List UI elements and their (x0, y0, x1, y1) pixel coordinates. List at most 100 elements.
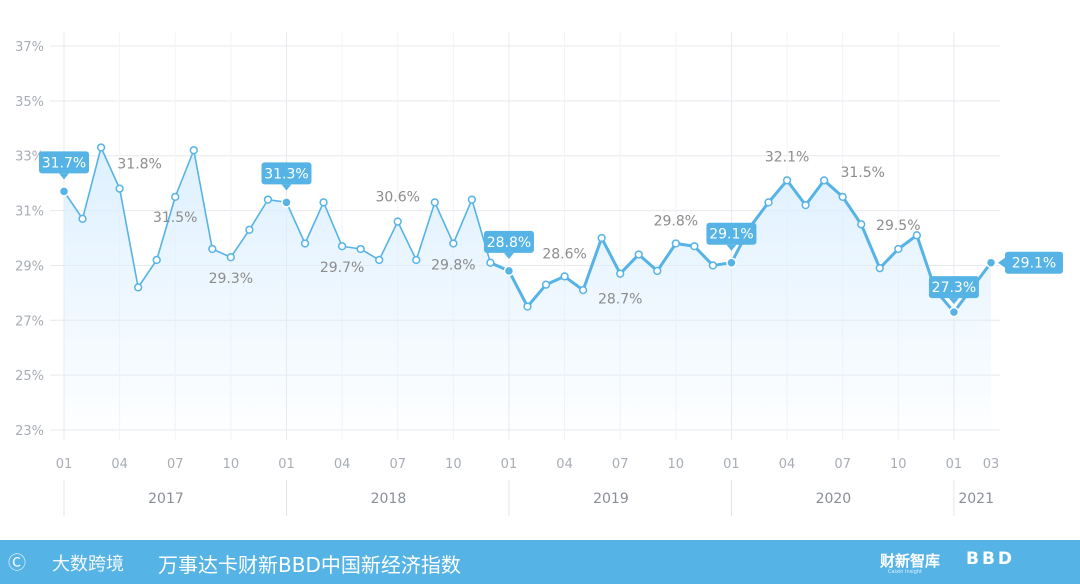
data-point (578, 285, 588, 295)
series-line-segment (81, 146, 102, 220)
callout-box (261, 162, 312, 185)
callout-label: 31.7% (39, 151, 89, 180)
callout-pointer (503, 252, 514, 259)
data-point (653, 266, 662, 276)
x-tick-label: 01 (278, 457, 295, 472)
data-point (690, 242, 699, 251)
series-line-segment (285, 201, 306, 245)
data-point-highlight (726, 257, 737, 268)
data-point (708, 261, 718, 270)
callout-text: 29.1% (1012, 256, 1056, 272)
data-point (838, 192, 847, 202)
data-point (263, 195, 273, 204)
data-point (134, 283, 143, 292)
x-tick-label: 01 (946, 457, 963, 472)
data-point (634, 250, 643, 259)
x-tick-label: 07 (389, 457, 406, 472)
series-line-segment (452, 198, 473, 245)
data-label: 29.5% (876, 218, 920, 234)
watermark-text: 大数跨境 (52, 554, 124, 575)
data-point (96, 143, 106, 152)
x-tick-label: 07 (167, 457, 184, 472)
data-point (819, 176, 829, 185)
series-line-segment (581, 236, 604, 292)
data-point (912, 231, 921, 240)
callout-box (706, 222, 757, 245)
callout-label: 27.3% (928, 276, 979, 305)
caixin-insight-sublabel: Caixin Insight (888, 569, 922, 575)
callout-box (928, 276, 979, 299)
callout-pointer (59, 173, 69, 180)
data-point (115, 184, 124, 193)
series-line-segment (767, 178, 789, 204)
data-point-highlight (985, 257, 997, 268)
data-point (226, 253, 236, 262)
callout-label: 29.1% (998, 251, 1063, 274)
callout-label: 28.8% (483, 230, 534, 259)
data-label: 31.5% (153, 210, 197, 226)
x-tick-label: 07 (834, 457, 851, 472)
data-label: 31.8% (117, 157, 161, 173)
footer-banner: Ⓒ 大数跨境 万事达卡财新BBD中国新经济指数 财新智库 Caixin Insi… (0, 540, 1080, 584)
callout-pointer (281, 184, 292, 191)
data-point (245, 225, 254, 234)
area-fill (64, 147, 991, 431)
y-tick-label: 33% (15, 150, 44, 165)
series-line-segment (804, 178, 826, 207)
callout-text: 28.8% (487, 235, 531, 251)
data-point-highlight (281, 197, 292, 208)
series-line-segment (155, 196, 177, 261)
data-point (875, 264, 884, 273)
callout-text: 27.3% (932, 280, 976, 296)
data-label: 31.5% (840, 165, 884, 181)
series-line-segment (692, 244, 715, 267)
data-point-highlight (948, 306, 960, 318)
x-tick-label: 10 (890, 457, 907, 472)
series-line-segment (526, 283, 548, 309)
data-point (319, 198, 328, 207)
caixin-insight-logo: 财新智库 (880, 552, 941, 570)
data-point (78, 214, 87, 223)
watermark-logo-icon: Ⓒ (8, 553, 26, 574)
data-point (597, 233, 606, 243)
data-label: 28.6% (542, 246, 586, 262)
bbd-logo: BBD (966, 549, 1016, 569)
footer-title: 万事达卡财新BBD中国新经济指数 (158, 553, 461, 577)
data-point (671, 239, 680, 248)
x-tick-label: 10 (445, 457, 462, 472)
x-tick-label: 10 (668, 457, 685, 472)
x-tick-label: 04 (556, 457, 573, 472)
series-line-segment (878, 247, 900, 270)
data-label: 30.6% (375, 190, 419, 206)
x-tick-label: 04 (334, 457, 351, 472)
callout-text: 31.7% (42, 155, 86, 171)
x-tick-label: 04 (779, 457, 796, 472)
y-tick-label: 25% (15, 369, 44, 384)
data-point (467, 195, 477, 204)
callout-text: 31.3% (264, 166, 308, 182)
data-point (616, 269, 625, 278)
series-line-segment (859, 222, 882, 270)
x-tick-label: 10 (223, 457, 240, 472)
data-point (560, 272, 569, 281)
year-label: 2021 (958, 491, 994, 507)
x-tick-label: 01 (501, 457, 518, 472)
callout-label: 29.1% (706, 222, 757, 251)
y-tick-label: 35% (15, 95, 44, 110)
data-point (894, 244, 903, 254)
series-line-segment (655, 241, 678, 273)
data-point (541, 280, 551, 289)
data-point (337, 242, 347, 251)
data-label: 29.8% (654, 213, 698, 229)
data-point (857, 220, 866, 229)
data-point (449, 239, 458, 248)
data-point (208, 244, 217, 254)
callout-box (39, 151, 89, 174)
callout-label: 31.3% (261, 162, 312, 191)
series-line-segment (507, 269, 529, 309)
y-tick-label: 23% (15, 424, 44, 439)
data-point (523, 302, 532, 311)
data-point (764, 198, 773, 207)
data-point (486, 258, 495, 267)
y-tick-label: 31% (15, 205, 44, 220)
